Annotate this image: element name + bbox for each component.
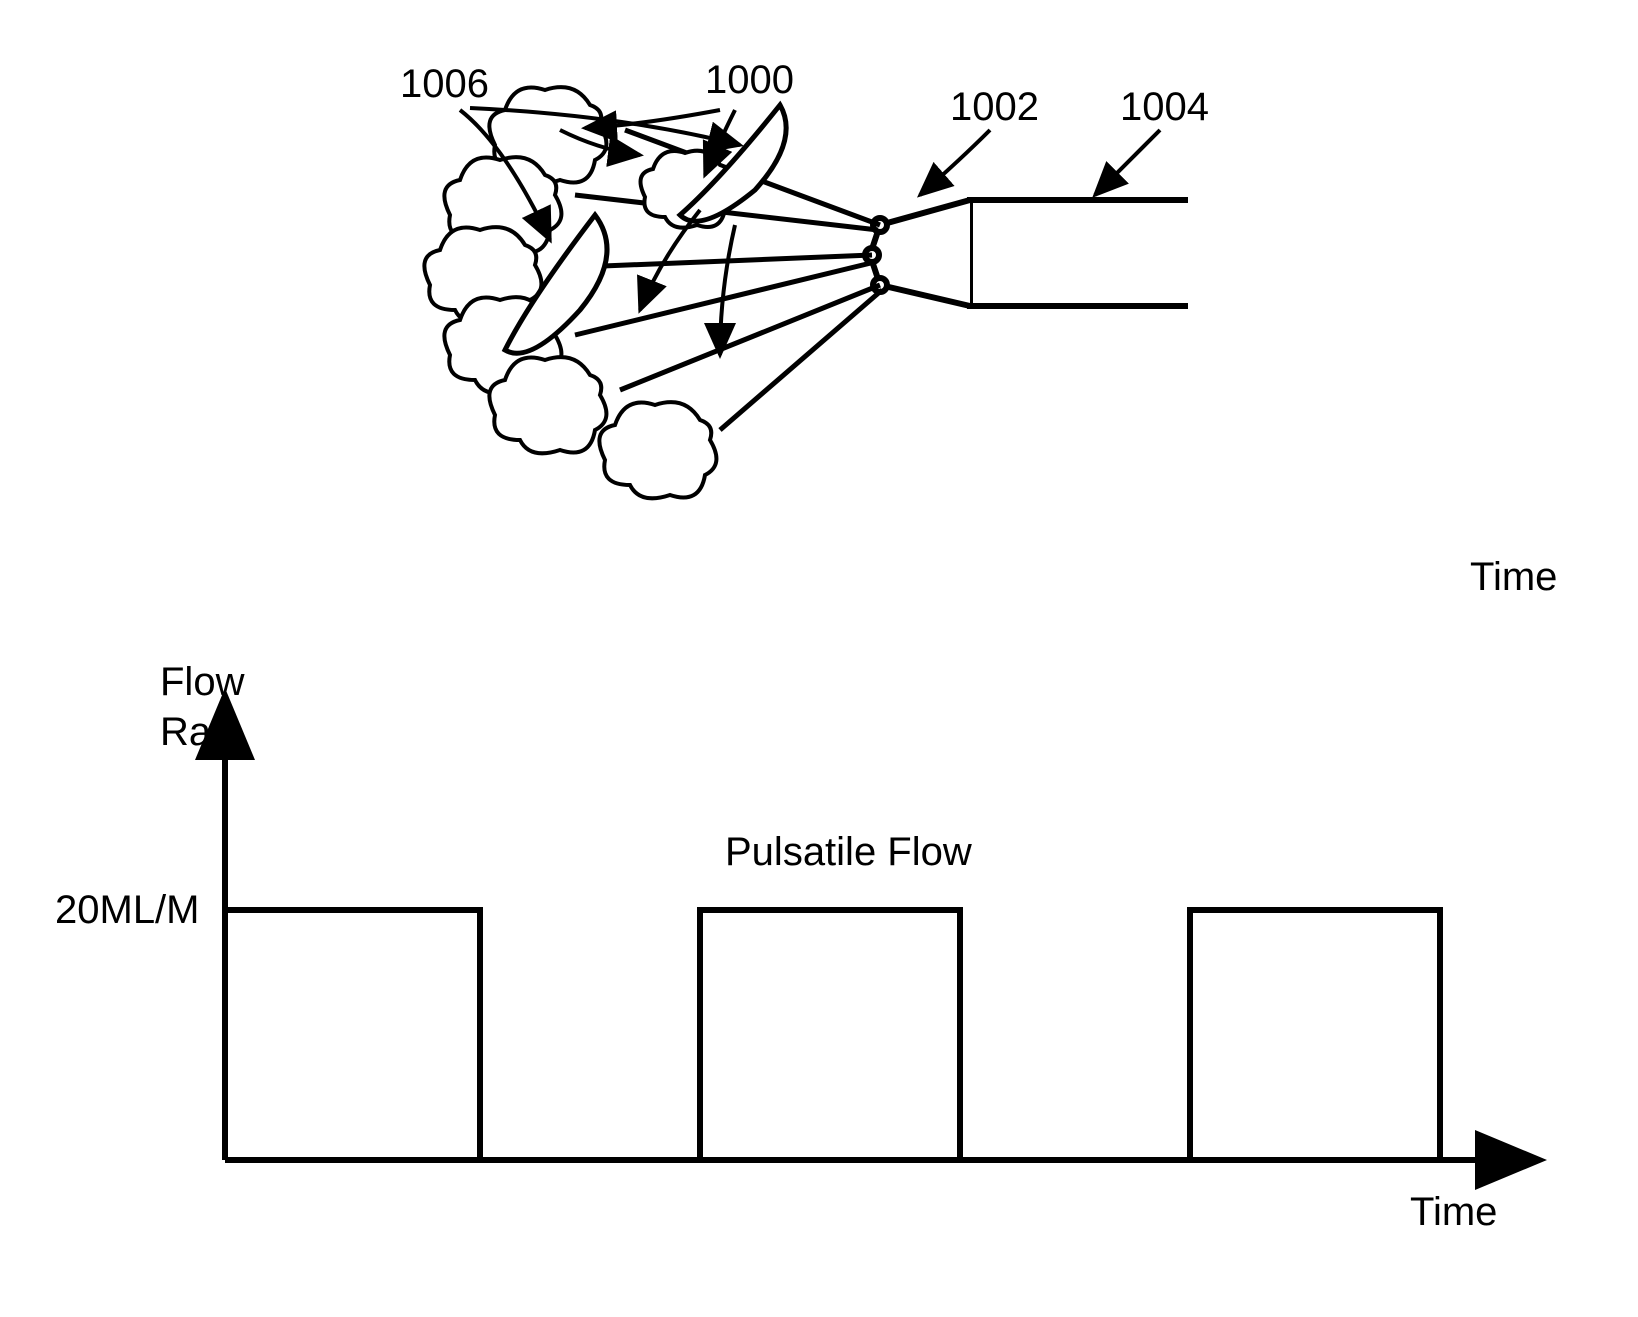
chart-title: Pulsatile Flow (725, 830, 972, 875)
upper-time-label: Time (1470, 555, 1557, 600)
nozzle-body (865, 200, 1188, 306)
nozzle-diagram (424, 87, 1188, 498)
callout-1002: 1002 (950, 85, 1039, 130)
ylabel-line1: Flow (160, 660, 244, 705)
ylabel-line2: Rate (160, 710, 245, 755)
ytick-label: 20ML/M (55, 888, 200, 933)
callout-1000: 1000 (705, 58, 794, 103)
figure-canvas (0, 0, 1638, 1317)
callout-1004: 1004 (1120, 85, 1209, 130)
pulsatile-chart (225, 700, 1535, 1160)
callout-1006: 1006 (400, 62, 489, 107)
xlabel: Time (1410, 1190, 1497, 1235)
